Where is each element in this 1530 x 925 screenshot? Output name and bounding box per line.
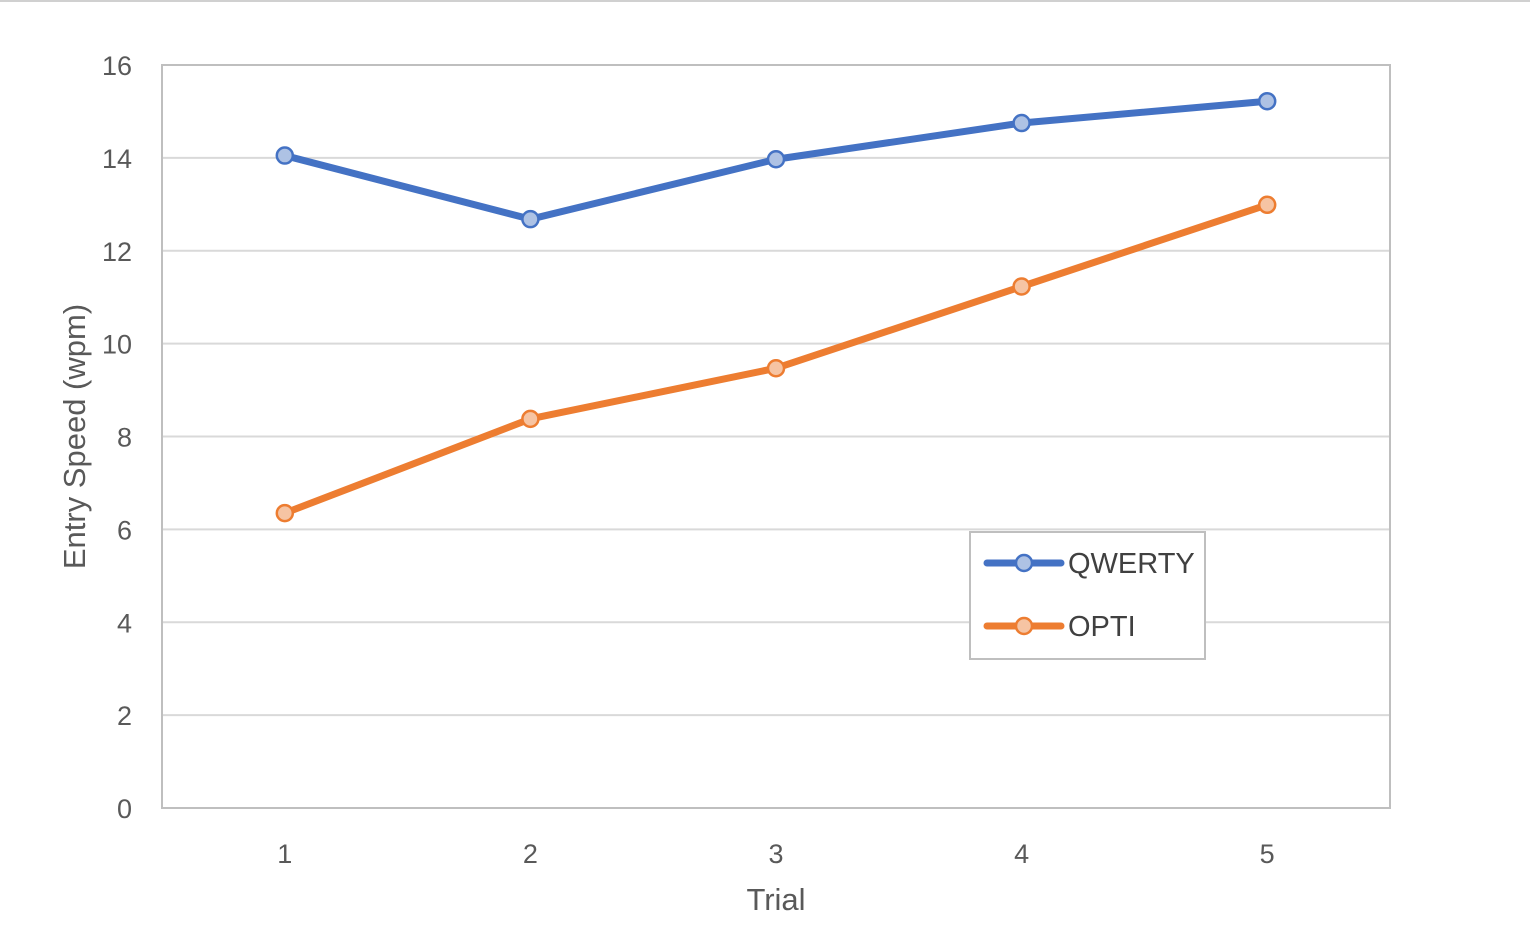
data-point-qwerty-2 xyxy=(521,209,540,229)
data-point-qwerty-5 xyxy=(1257,91,1277,111)
y-tick-label: 4 xyxy=(117,608,132,638)
x-axis-tick-labels: 1 2 3 4 5 xyxy=(277,839,1274,869)
y-axis-tick-labels: 0 2 4 6 8 10 12 14 16 xyxy=(102,51,132,824)
y-tick-label: 16 xyxy=(102,51,132,81)
data-point-opti-5 xyxy=(1257,195,1277,215)
legend: QWERTY OPTI xyxy=(969,531,1206,660)
data-point-qwerty-3 xyxy=(766,150,786,169)
legend-item-opti: OPTI xyxy=(983,611,1136,643)
x-tick-label: 1 xyxy=(277,839,292,869)
legend-swatch-marker xyxy=(1014,616,1034,636)
y-tick-label: 10 xyxy=(102,330,132,360)
legend-label: OPTI xyxy=(1068,611,1136,643)
data-point-qwerty-4 xyxy=(1012,113,1031,133)
y-tick-label: 6 xyxy=(117,515,132,545)
x-tick-label: 5 xyxy=(1260,839,1275,869)
x-tick-label: 2 xyxy=(523,839,538,869)
data-point-qwerty-1 xyxy=(275,146,295,165)
series-opti xyxy=(275,195,1277,523)
legend-item-qwerty: QWERTY xyxy=(983,548,1195,580)
series-qwerty xyxy=(275,91,1277,229)
x-axis-title: Trial xyxy=(746,882,805,917)
x-tick-label: 4 xyxy=(1014,839,1029,869)
series-lines xyxy=(275,91,1277,523)
y-tick-label: 12 xyxy=(102,237,132,267)
y-tick-label: 14 xyxy=(102,144,132,174)
legend-label: QWERTY xyxy=(1068,548,1195,580)
data-point-opti-4 xyxy=(1012,277,1031,296)
plot-area-frame xyxy=(161,64,1391,809)
legend-box xyxy=(969,531,1206,660)
legend-items: QWERTY OPTI xyxy=(983,548,1195,643)
x-tick-label: 3 xyxy=(768,839,783,869)
y-axis-title: Entry Speed (wpm) xyxy=(57,304,92,569)
gridlines xyxy=(162,156,1390,717)
data-point-opti-1 xyxy=(275,503,295,523)
y-tick-label: 2 xyxy=(117,701,132,731)
data-point-opti-3 xyxy=(766,358,786,378)
legend-swatch-marker xyxy=(1014,553,1034,573)
y-tick-label: 0 xyxy=(117,794,132,824)
y-tick-label: 8 xyxy=(117,423,132,453)
data-point-opti-2 xyxy=(521,409,540,429)
